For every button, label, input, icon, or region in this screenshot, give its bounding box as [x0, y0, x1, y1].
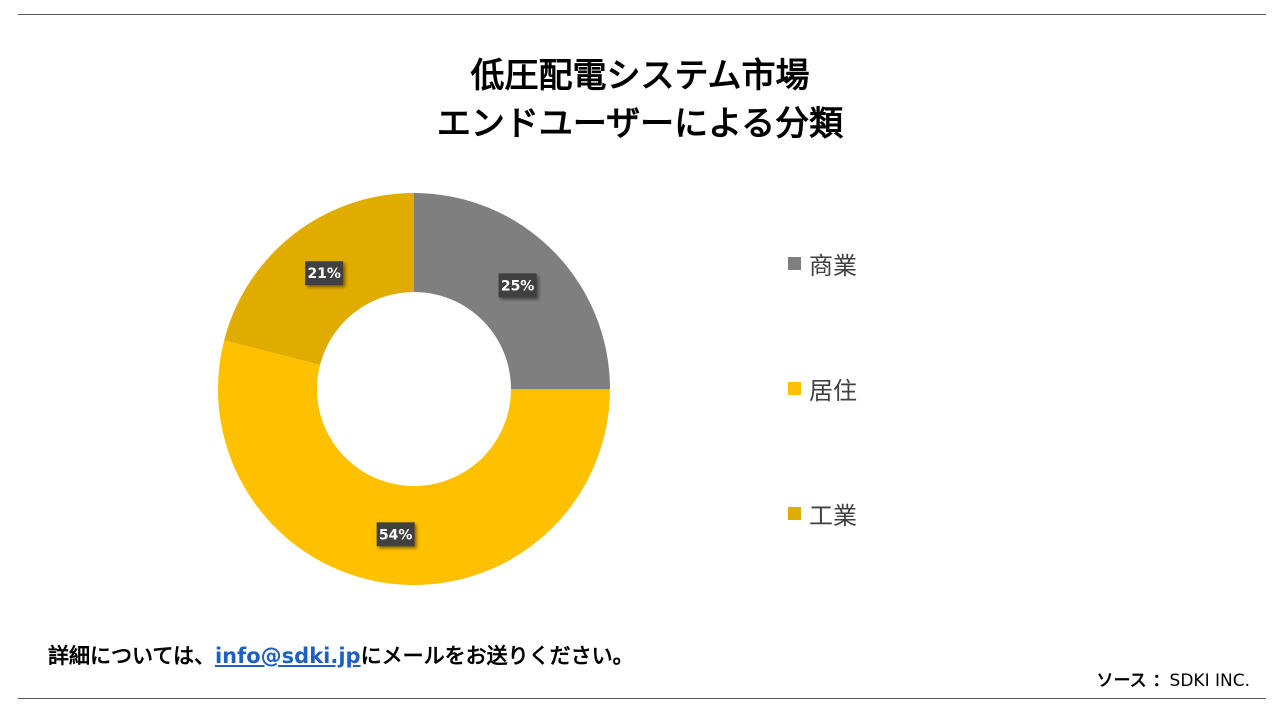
legend-item-industrial: 工業 [788, 496, 857, 531]
source-label: ソース ： [1096, 671, 1170, 691]
contact-note-suffix: にメールをお送りください。 [360, 644, 634, 668]
legend-item-commercial: 商業 [788, 246, 857, 281]
contact-note-prefix: 詳細については、 [48, 644, 215, 668]
donut-slice-residential [217, 340, 610, 585]
chart-title-line2: エンドユーザーによる分類 [436, 104, 844, 144]
legend-label-commercial: 商業 [809, 252, 857, 280]
legend-swatch-commercial [788, 257, 801, 270]
data-label-box-industrial [305, 261, 344, 286]
legend-swatch-residential [788, 382, 801, 395]
legend-label-industrial: 工業 [809, 502, 857, 530]
data-label-text-commercial: 25% [501, 278, 535, 294]
contact-email-link[interactable]: info@sdki.jp [214, 644, 361, 668]
data-label-box-commercial [498, 273, 537, 298]
data-label-text-residential: 54% [379, 527, 413, 543]
data-label-box-residential [376, 522, 415, 547]
source-value: SDKI INC. [1169, 671, 1250, 691]
data-label-residential: 54% [376, 522, 415, 547]
source-credit: ソース ：SDKI INC. [1096, 666, 1250, 691]
legend-item-residential: 居住 [788, 371, 857, 406]
contact-note: 詳細については、info@sdki.jpにメールをお送りください。 [48, 640, 634, 670]
legend-label-residential: 居住 [809, 377, 857, 405]
top-rule [18, 14, 1266, 15]
data-label-commercial: 25% [498, 273, 537, 298]
data-label-industrial: 21% [305, 261, 344, 286]
data-label-text-industrial: 21% [307, 266, 341, 282]
chart-title-line1: 低圧配電システム市場 [470, 56, 810, 96]
legend-swatch-industrial [788, 507, 801, 520]
bottom-rule [18, 698, 1266, 699]
chart-title: 低圧配電システム市場 エンドユーザーによる分類 [0, 52, 1280, 148]
donut-chart: 25% 54% 21% [217, 193, 610, 585]
